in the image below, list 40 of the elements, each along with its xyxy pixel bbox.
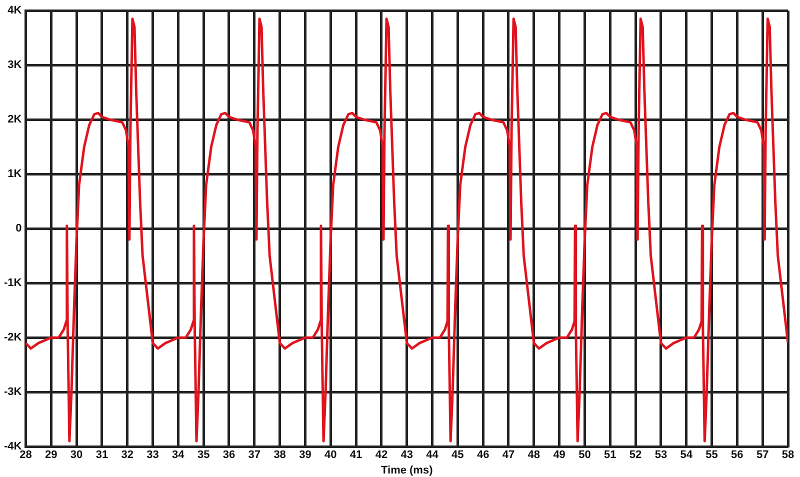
x-tick-label: 55 [706, 449, 718, 462]
x-axis-title: Time (ms) [380, 464, 434, 476]
x-tick-label: 57 [756, 449, 769, 462]
x-tick-label: 50 [578, 449, 591, 462]
x-tick-label: 39 [299, 449, 312, 462]
x-tick-label: 46 [476, 449, 490, 462]
x-tick-label: 52 [629, 449, 642, 462]
x-tick-label: 43 [400, 449, 413, 462]
y-tick-label: -2K [4, 332, 22, 344]
x-tick-label: 56 [731, 449, 744, 462]
x-tick-label: 35 [197, 449, 210, 462]
x-tick-label: 31 [96, 449, 108, 462]
y-tick-label: 4K [8, 4, 22, 17]
y-tick-label: 3K [8, 59, 22, 72]
y-tick-label: 1K [8, 168, 22, 180]
x-tick-label: 30 [70, 449, 83, 462]
x-tick-label: 45 [452, 449, 464, 462]
x-tick-label: 41 [350, 449, 362, 462]
x-tick-label: 28 [20, 449, 32, 462]
x-tick-label: 58 [782, 449, 794, 462]
x-tick-label: 48 [528, 449, 540, 462]
x-tick-label: 51 [604, 449, 616, 462]
x-tick-label: 37 [248, 449, 261, 462]
x-tick-label: 36 [222, 449, 236, 462]
x-tick-label: 47 [502, 449, 515, 462]
x-tick-label: 53 [654, 449, 668, 462]
y-tick-label: -1K [4, 277, 22, 290]
x-tick-label: 49 [553, 449, 566, 462]
x-tick-label: 44 [426, 449, 440, 462]
y-tick-label: 0 [16, 222, 22, 235]
x-tick-label: 42 [375, 449, 388, 462]
x-tick-label: 54 [680, 449, 694, 462]
x-tick-label: 38 [274, 449, 286, 462]
x-tick-label: 40 [324, 449, 337, 462]
y-tick-label: 2K [8, 114, 22, 126]
x-tick-label: 32 [121, 449, 134, 462]
x-tick-label: 34 [172, 449, 186, 462]
x-tick-label: 29 [45, 449, 58, 462]
y-tick-label: -3K [4, 386, 22, 398]
x-tick-label: 33 [146, 449, 159, 462]
